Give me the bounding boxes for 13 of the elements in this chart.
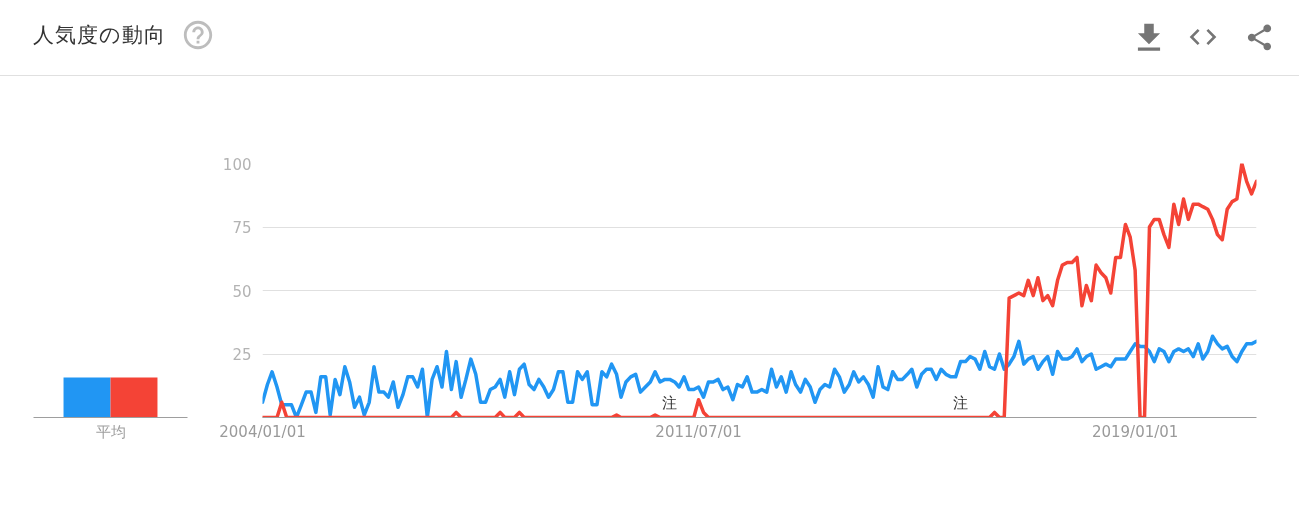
y-tick-label: 25 — [232, 346, 252, 364]
annotation: 注 — [953, 393, 969, 412]
y-tick-label: 100 — [222, 155, 252, 174]
y-tick-label: 50 — [232, 282, 252, 301]
x-tick-label: 平均 — [95, 422, 126, 441]
y-tick-label: 75 — [232, 219, 252, 237]
x-tick-label: 2019/01/01 — [1091, 422, 1179, 441]
annotation: 注 — [662, 393, 678, 412]
line-series — [262, 163, 1257, 418]
chart-title: 人気度の動向 — [33, 22, 166, 49]
x-tick-label: 2004/01/01 — [219, 422, 306, 441]
x-tick-label: 2011/07/01 — [655, 422, 742, 441]
line-series — [262, 334, 1257, 418]
